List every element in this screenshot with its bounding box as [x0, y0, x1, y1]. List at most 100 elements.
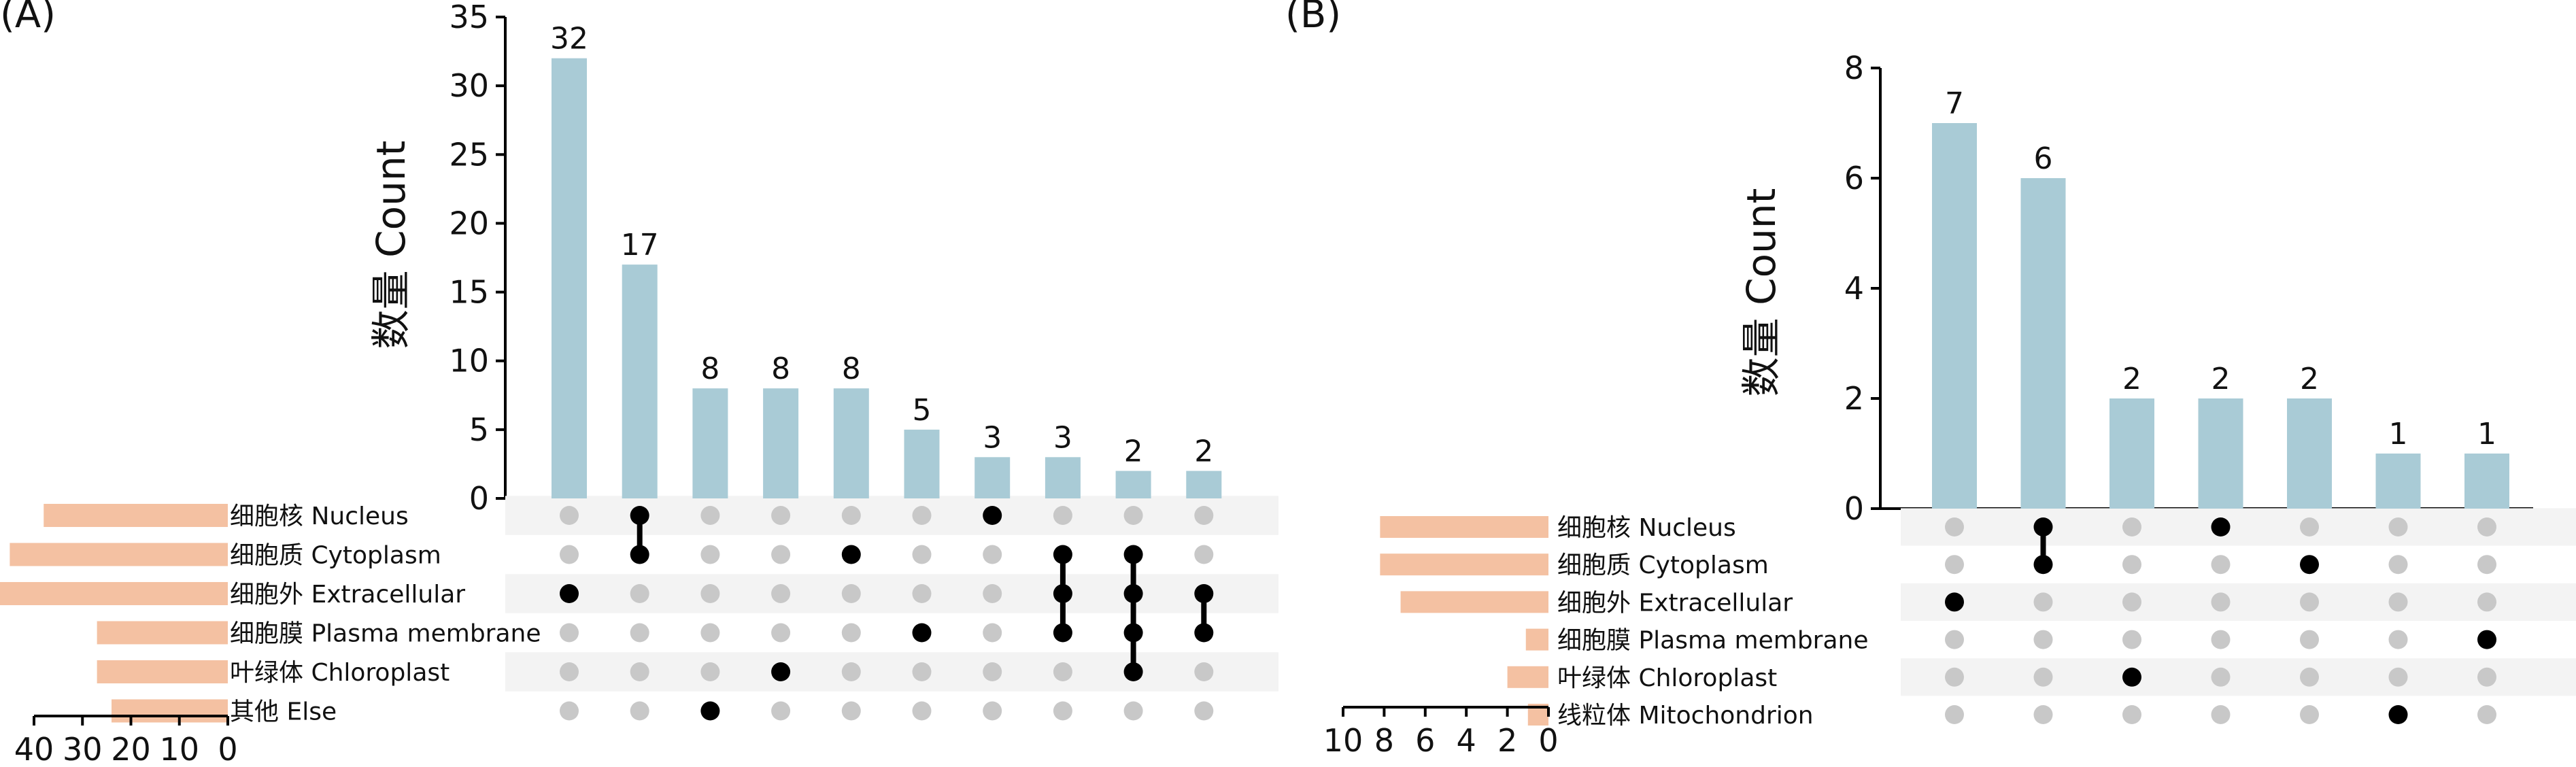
matrix-dot-filled — [1123, 623, 1143, 643]
matrix-row-stripe — [1901, 658, 2576, 696]
matrix-dot-empty — [2122, 705, 2141, 724]
matrix-dot-filled — [560, 584, 579, 603]
matrix-dot-filled — [1194, 623, 1214, 643]
matrix-dot-empty — [771, 506, 791, 525]
set-size-tick-label: 2 — [1497, 722, 1517, 759]
matrix-dot-empty — [2122, 555, 2141, 575]
matrix-dot-empty — [2388, 517, 2408, 536]
set-size-bar — [44, 504, 228, 527]
matrix-dot-filled — [1123, 662, 1143, 681]
matrix-dot-filled — [1194, 584, 1214, 603]
intersection-bar — [692, 388, 728, 498]
matrix-dot-empty — [2122, 630, 2141, 649]
y-axis-label-a: 数量 Count — [368, 141, 414, 350]
matrix-dot-filled — [1053, 545, 1072, 564]
y-tick-label: 8 — [1844, 50, 1864, 86]
y-tick-label: 2 — [1844, 380, 1864, 417]
y-tick-label: 15 — [449, 274, 489, 311]
matrix-dot-filled — [1945, 592, 1964, 612]
intersection-bar — [904, 429, 940, 498]
y-tick-label: 35 — [449, 0, 489, 35]
panel-label-b: (B) — [1285, 0, 1341, 37]
set-size-bar — [1507, 666, 1548, 688]
matrix-dot-empty — [2033, 592, 2053, 612]
matrix-dot-filled — [700, 701, 720, 721]
set-label: 细胞核 Nucleus — [230, 502, 409, 530]
matrix-dot-empty — [630, 662, 649, 681]
bar-count-label: 2 — [1194, 434, 1213, 469]
matrix-dot-filled — [2122, 667, 2141, 687]
set-label: 叶绿体 Chloroplast — [1557, 664, 1777, 692]
matrix-dot-filled — [630, 545, 649, 564]
set-size-ticks-b: 10 8 6 4 2 0 — [1323, 722, 1559, 759]
y-ticks-b: 0 2 4 6 8 — [1844, 50, 1864, 527]
matrix-dot-empty — [841, 506, 861, 525]
matrix-dot-empty — [2300, 517, 2319, 536]
intersection-bar — [2287, 398, 2332, 509]
y-tick-label: 6 — [1844, 160, 1864, 197]
matrix-dot-empty — [1053, 506, 1072, 525]
bar-count-label: 8 — [842, 352, 861, 386]
matrix-dot-filled — [2211, 517, 2231, 536]
set-size-tick-label: 20 — [111, 731, 151, 767]
matrix-dot-empty — [1945, 667, 1964, 687]
matrix-dot-filled — [1123, 545, 1143, 564]
set-label: 叶绿体 Chloroplast — [230, 659, 450, 687]
matrix-dot-empty — [630, 584, 649, 603]
matrix-dot-empty — [2300, 667, 2319, 687]
set-size-bar — [1380, 553, 1548, 576]
matrix-dot-filled — [983, 506, 1002, 525]
set-size-bar — [1400, 591, 1548, 613]
bar-count-label: 32 — [550, 22, 588, 56]
matrix-dot-empty — [560, 662, 579, 681]
intersection-bar — [2109, 398, 2154, 509]
matrix-dot-empty — [771, 584, 791, 603]
set-size-bar — [97, 621, 228, 645]
matrix-dot-empty — [912, 506, 932, 525]
bar-count-label: 3 — [983, 420, 1002, 455]
bar-count-label: 1 — [2389, 417, 2408, 451]
bar-count-label: 5 — [913, 393, 932, 428]
set-label: 细胞外 Extracellular — [230, 581, 465, 609]
set-label: 细胞膜 Plasma membrane — [230, 620, 541, 648]
matrix-dot-empty — [1194, 545, 1214, 564]
bar-count-label: 8 — [700, 352, 719, 386]
matrix-dot-empty — [1194, 701, 1214, 721]
matrix-dot-empty — [2122, 517, 2141, 536]
intersection-bar — [552, 58, 587, 498]
matrix-dot-empty — [1945, 555, 1964, 575]
set-size-tick-label: 40 — [14, 731, 54, 767]
set-size-bar — [0, 582, 228, 605]
matrix-dot-filled — [841, 545, 861, 564]
matrix-row-stripe — [1901, 583, 2576, 621]
matrix-dot-empty — [1945, 705, 1964, 724]
y-tick-label: 0 — [469, 480, 489, 517]
matrix-dot-empty — [2211, 630, 2231, 649]
matrix-dot-filled — [1053, 584, 1072, 603]
matrix-dot-empty — [2477, 592, 2496, 612]
matrix-dot-empty — [841, 584, 861, 603]
set-label: 细胞膜 Plasma membrane — [1557, 627, 1869, 655]
intersection-bar — [622, 265, 658, 498]
set-size-tick-label: 8 — [1374, 722, 1394, 759]
set-size-bar — [112, 699, 228, 723]
matrix-dot-empty — [1945, 630, 1964, 649]
matrix-dot-filled — [1053, 623, 1072, 643]
bar-count-label: 2 — [2300, 362, 2319, 396]
set-size-bar — [1525, 628, 1548, 651]
matrix-dot-empty — [1194, 662, 1214, 681]
matrix-dot-filled — [2300, 555, 2319, 575]
matrix-dot-empty — [912, 545, 932, 564]
y-tick-label: 4 — [1844, 270, 1864, 307]
matrix-dot-empty — [2033, 667, 2053, 687]
matrix-dot-empty — [560, 701, 579, 721]
matrix-dot-empty — [841, 662, 861, 681]
matrix-dot-filled — [2477, 630, 2496, 649]
bar-count-label: 2 — [2211, 362, 2231, 396]
set-size-bar — [97, 660, 228, 683]
y-tick-label: 0 — [1844, 490, 1864, 527]
set-size-tick-label: 0 — [218, 731, 237, 767]
intersection-bar — [2198, 398, 2243, 509]
set-size-tick-label: 10 — [159, 731, 199, 767]
